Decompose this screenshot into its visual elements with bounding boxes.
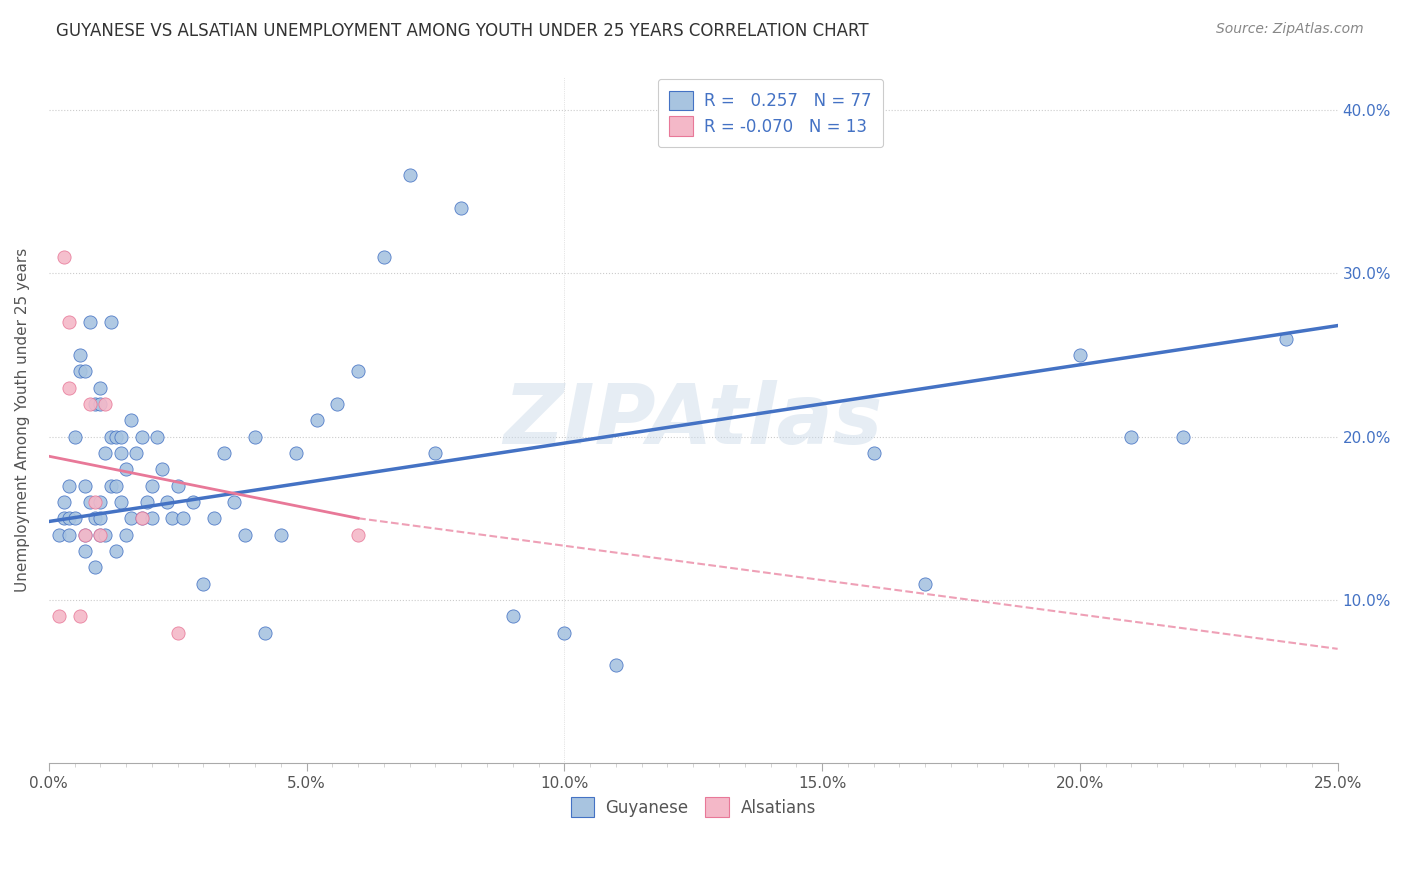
Point: [270, 527, 292, 541]
Point: [914, 576, 936, 591]
Point: [100, 478, 122, 492]
Point: [63, 511, 86, 525]
Point: [48, 527, 70, 541]
Point: [1275, 332, 1298, 346]
Point: [89, 527, 111, 541]
Point: [110, 495, 132, 509]
Point: [193, 576, 215, 591]
Point: [58, 527, 80, 541]
Point: [398, 169, 420, 183]
Point: [58, 315, 80, 329]
Point: [89, 495, 111, 509]
Point: [146, 429, 169, 443]
Point: [1121, 429, 1143, 443]
Y-axis label: Unemployment Among Youth under 25 years: Unemployment Among Youth under 25 years: [15, 248, 30, 592]
Point: [58, 511, 80, 525]
Point: [120, 413, 142, 427]
Point: [150, 462, 173, 476]
Point: [48, 609, 70, 624]
Point: [89, 527, 111, 541]
Point: [89, 381, 111, 395]
Point: [347, 364, 370, 378]
Point: [73, 478, 96, 492]
Point: [100, 315, 122, 329]
Point: [73, 544, 96, 558]
Point: [172, 511, 194, 525]
Point: [69, 364, 91, 378]
Point: [243, 429, 266, 443]
Point: [89, 397, 111, 411]
Point: [202, 511, 225, 525]
Point: [166, 625, 188, 640]
Point: [162, 511, 184, 525]
Point: [110, 429, 132, 443]
Point: [553, 625, 575, 640]
Point: [181, 495, 204, 509]
Point: [605, 658, 627, 673]
Point: [104, 478, 127, 492]
Point: [131, 429, 153, 443]
Point: [89, 511, 111, 525]
Point: [73, 527, 96, 541]
Point: [84, 397, 107, 411]
Point: [53, 495, 76, 509]
Text: Source: ZipAtlas.com: Source: ZipAtlas.com: [1216, 22, 1364, 37]
Point: [141, 478, 163, 492]
Point: [156, 495, 179, 509]
Text: GUYANESE VS ALSATIAN UNEMPLOYMENT AMONG YOUTH UNDER 25 YEARS CORRELATION CHART: GUYANESE VS ALSATIAN UNEMPLOYMENT AMONG …: [56, 22, 869, 40]
Point: [125, 446, 148, 460]
Point: [84, 511, 107, 525]
Point: [53, 250, 76, 264]
Point: [135, 495, 157, 509]
Point: [110, 446, 132, 460]
Point: [115, 527, 138, 541]
Point: [305, 413, 328, 427]
Point: [69, 348, 91, 362]
Point: [347, 527, 370, 541]
Point: [326, 397, 349, 411]
Point: [53, 511, 76, 525]
Text: ZIPAtlas: ZIPAtlas: [503, 380, 883, 461]
Point: [94, 527, 117, 541]
Point: [79, 495, 101, 509]
Point: [254, 625, 277, 640]
Point: [285, 446, 308, 460]
Point: [502, 609, 524, 624]
Point: [58, 478, 80, 492]
Point: [84, 495, 107, 509]
Point: [450, 201, 472, 215]
Point: [73, 364, 96, 378]
Legend: Guyanese, Alsatians: Guyanese, Alsatians: [564, 791, 823, 823]
Point: [425, 446, 447, 460]
Point: [862, 446, 884, 460]
Point: [166, 478, 188, 492]
Point: [1069, 348, 1091, 362]
Point: [115, 462, 138, 476]
Point: [100, 429, 122, 443]
Point: [104, 429, 127, 443]
Point: [94, 446, 117, 460]
Point: [131, 511, 153, 525]
Point: [131, 511, 153, 525]
Point: [58, 381, 80, 395]
Point: [79, 315, 101, 329]
Point: [79, 397, 101, 411]
Point: [73, 527, 96, 541]
Point: [84, 560, 107, 574]
Point: [1171, 429, 1194, 443]
Point: [104, 544, 127, 558]
Point: [141, 511, 163, 525]
Point: [233, 527, 256, 541]
Point: [224, 495, 246, 509]
Point: [373, 250, 395, 264]
Point: [94, 397, 117, 411]
Point: [212, 446, 235, 460]
Point: [63, 429, 86, 443]
Point: [69, 609, 91, 624]
Point: [120, 511, 142, 525]
